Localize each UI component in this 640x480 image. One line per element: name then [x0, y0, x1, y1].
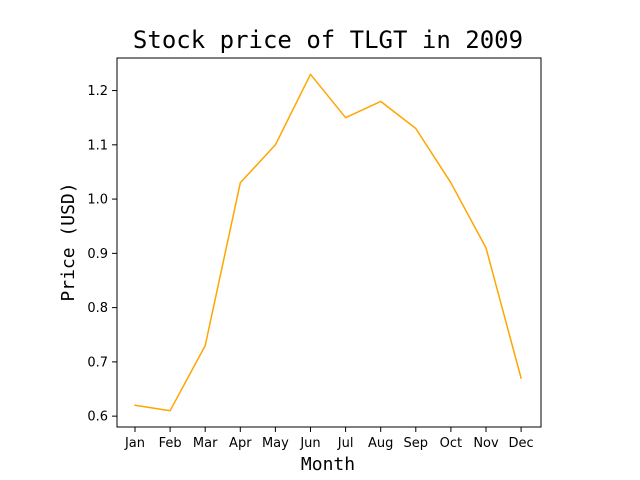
x-tick-label: Apr	[229, 436, 252, 451]
chart-title: Stock price of TLGT in 2009	[133, 26, 523, 54]
y-tick-label: 1.2	[87, 84, 108, 99]
x-tick-label: Dec	[509, 436, 534, 451]
x-tick-label: Sep	[404, 436, 429, 451]
y-axis: 0.6 0.7 0.8 0.9 1.0 1.1 1.2	[87, 84, 117, 425]
x-tick-label: Aug	[368, 436, 393, 451]
x-axis: Jan Feb Mar Apr May Jun Jul Aug Sep Oct Nov Dec	[124, 427, 534, 451]
y-tick-label: 1.1	[87, 138, 108, 153]
y-tick-label: 0.6	[87, 410, 108, 425]
y-axis-label: Price (USD)	[58, 182, 79, 301]
x-tick-label: Jun	[299, 436, 320, 451]
x-tick-label: Jul	[337, 436, 354, 451]
y-tick-label: 0.9	[87, 247, 108, 262]
x-tick-label: Mar	[193, 436, 218, 451]
x-tick-label: Feb	[159, 436, 182, 451]
y-tick-label: 0.7	[87, 355, 108, 370]
x-tick-label: Oct	[440, 436, 462, 451]
x-tick-label: May	[262, 436, 289, 451]
series-line	[134, 73, 522, 412]
x-axis-label: Month	[301, 454, 355, 475]
y-tick-label: 0.8	[87, 301, 108, 316]
series-group	[134, 73, 522, 412]
y-tick-label: 1.0	[87, 193, 108, 208]
x-tick-label: Nov	[473, 436, 499, 451]
x-tick-label: Jan	[124, 436, 145, 451]
plot-area	[116, 57, 542, 428]
